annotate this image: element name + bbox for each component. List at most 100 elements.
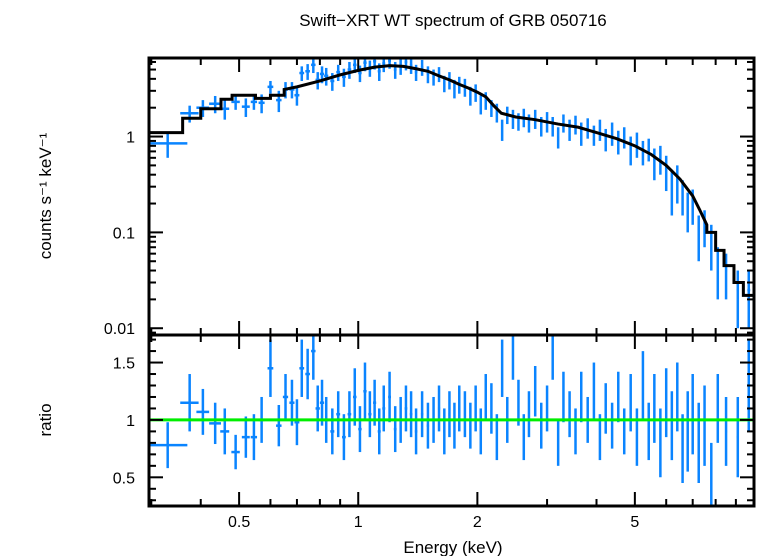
data-point [716, 247, 720, 300]
data-point [556, 127, 560, 149]
ratio-point [490, 383, 493, 434]
data-point [703, 210, 706, 248]
ratio-point [710, 442, 713, 506]
ratio-point [527, 391, 531, 438]
model-line [149, 64, 754, 297]
data-point [294, 86, 300, 106]
data-point [426, 66, 430, 84]
data-point [420, 59, 424, 76]
ratio-point [641, 351, 645, 420]
y-tick-label: 1 [126, 413, 135, 430]
y-tick-label: 1 [126, 130, 135, 147]
ratio-point [231, 434, 240, 470]
data-point [568, 119, 571, 141]
ratio-point [681, 414, 684, 484]
ratio-point [347, 391, 352, 438]
ratio-panel: 1.5 1 0.5 [113, 333, 756, 508]
ratio-point [305, 348, 310, 400]
chart-title: Swift−XRT WT spectrum of GRB 050716 [299, 11, 607, 30]
data-point [347, 61, 352, 79]
ratio-point [622, 408, 626, 455]
ratio-point [533, 365, 537, 417]
data-point [604, 128, 607, 152]
ratio-point [388, 371, 392, 423]
ratio-point [579, 371, 583, 423]
data-point [267, 80, 274, 94]
data-point [579, 122, 583, 146]
ratio-point [420, 391, 424, 438]
data-point [336, 64, 341, 81]
data-point [311, 58, 316, 74]
ratio-point [315, 385, 320, 432]
data-point [250, 95, 258, 110]
data-point [635, 132, 639, 158]
ratio-point [635, 408, 639, 466]
ratio-point [311, 335, 316, 380]
data-point [231, 95, 240, 110]
ratio-point [448, 391, 451, 438]
ratio-point [670, 391, 674, 461]
ratio-point [647, 402, 650, 461]
ratio-point [241, 416, 250, 458]
ratio-point [592, 362, 596, 420]
ratio-point [414, 408, 418, 455]
ratio-point [336, 391, 341, 438]
ratio-point [617, 371, 620, 423]
data-point [622, 127, 626, 149]
data-point [736, 270, 740, 329]
ratio-point [267, 339, 274, 397]
data-point [209, 95, 221, 114]
ratio-point [736, 396, 740, 478]
ratio-point [382, 385, 386, 432]
ratio-point [522, 414, 526, 461]
data-point [551, 116, 554, 137]
ratio-y-axis-label: ratio [36, 403, 55, 436]
data-point [676, 165, 679, 204]
ratio-point [319, 379, 325, 426]
data-point [500, 119, 504, 141]
ratio-point [353, 368, 357, 426]
ratio-point [149, 422, 188, 469]
ratio-point [686, 391, 689, 472]
data-point [592, 125, 596, 146]
ratio-point [653, 374, 656, 443]
ratio-point [426, 402, 430, 449]
ratio-point [604, 383, 607, 434]
data-point [617, 130, 620, 155]
ratio-point [479, 408, 483, 455]
spectrum-panel: 1 0.1 0.01 [104, 56, 756, 338]
ratio-point [342, 414, 346, 461]
ratio-point [294, 399, 300, 446]
ratio-point [282, 374, 289, 420]
ratio-point [463, 391, 467, 438]
ratio-point [458, 385, 461, 432]
ratio-point [180, 374, 199, 432]
ratio-point [299, 339, 305, 397]
ratio-point [562, 371, 565, 423]
data-point [629, 136, 632, 166]
ratio-point [664, 368, 668, 438]
data-point [670, 169, 674, 216]
x-tick-label: 5 [630, 514, 639, 531]
x-tick-label: 1 [354, 514, 363, 531]
data-point [647, 138, 650, 162]
data-point [305, 64, 310, 80]
data-point [681, 180, 684, 216]
ratio-point [556, 419, 560, 466]
ratio-point [220, 408, 230, 455]
y-tick-label: 0.01 [104, 321, 135, 338]
data-point [342, 68, 346, 87]
ratio-point [373, 379, 377, 426]
ratio-point [724, 396, 728, 466]
ratio-point [539, 402, 543, 449]
x-tick-label: 2 [473, 514, 482, 531]
data-point [574, 115, 577, 135]
ratio-point [443, 408, 446, 455]
data-point [641, 140, 645, 166]
ratio-point [250, 414, 258, 461]
data-point [610, 122, 614, 146]
ratio-point [610, 402, 614, 449]
ratio-point [209, 402, 221, 445]
data-point [241, 98, 250, 117]
